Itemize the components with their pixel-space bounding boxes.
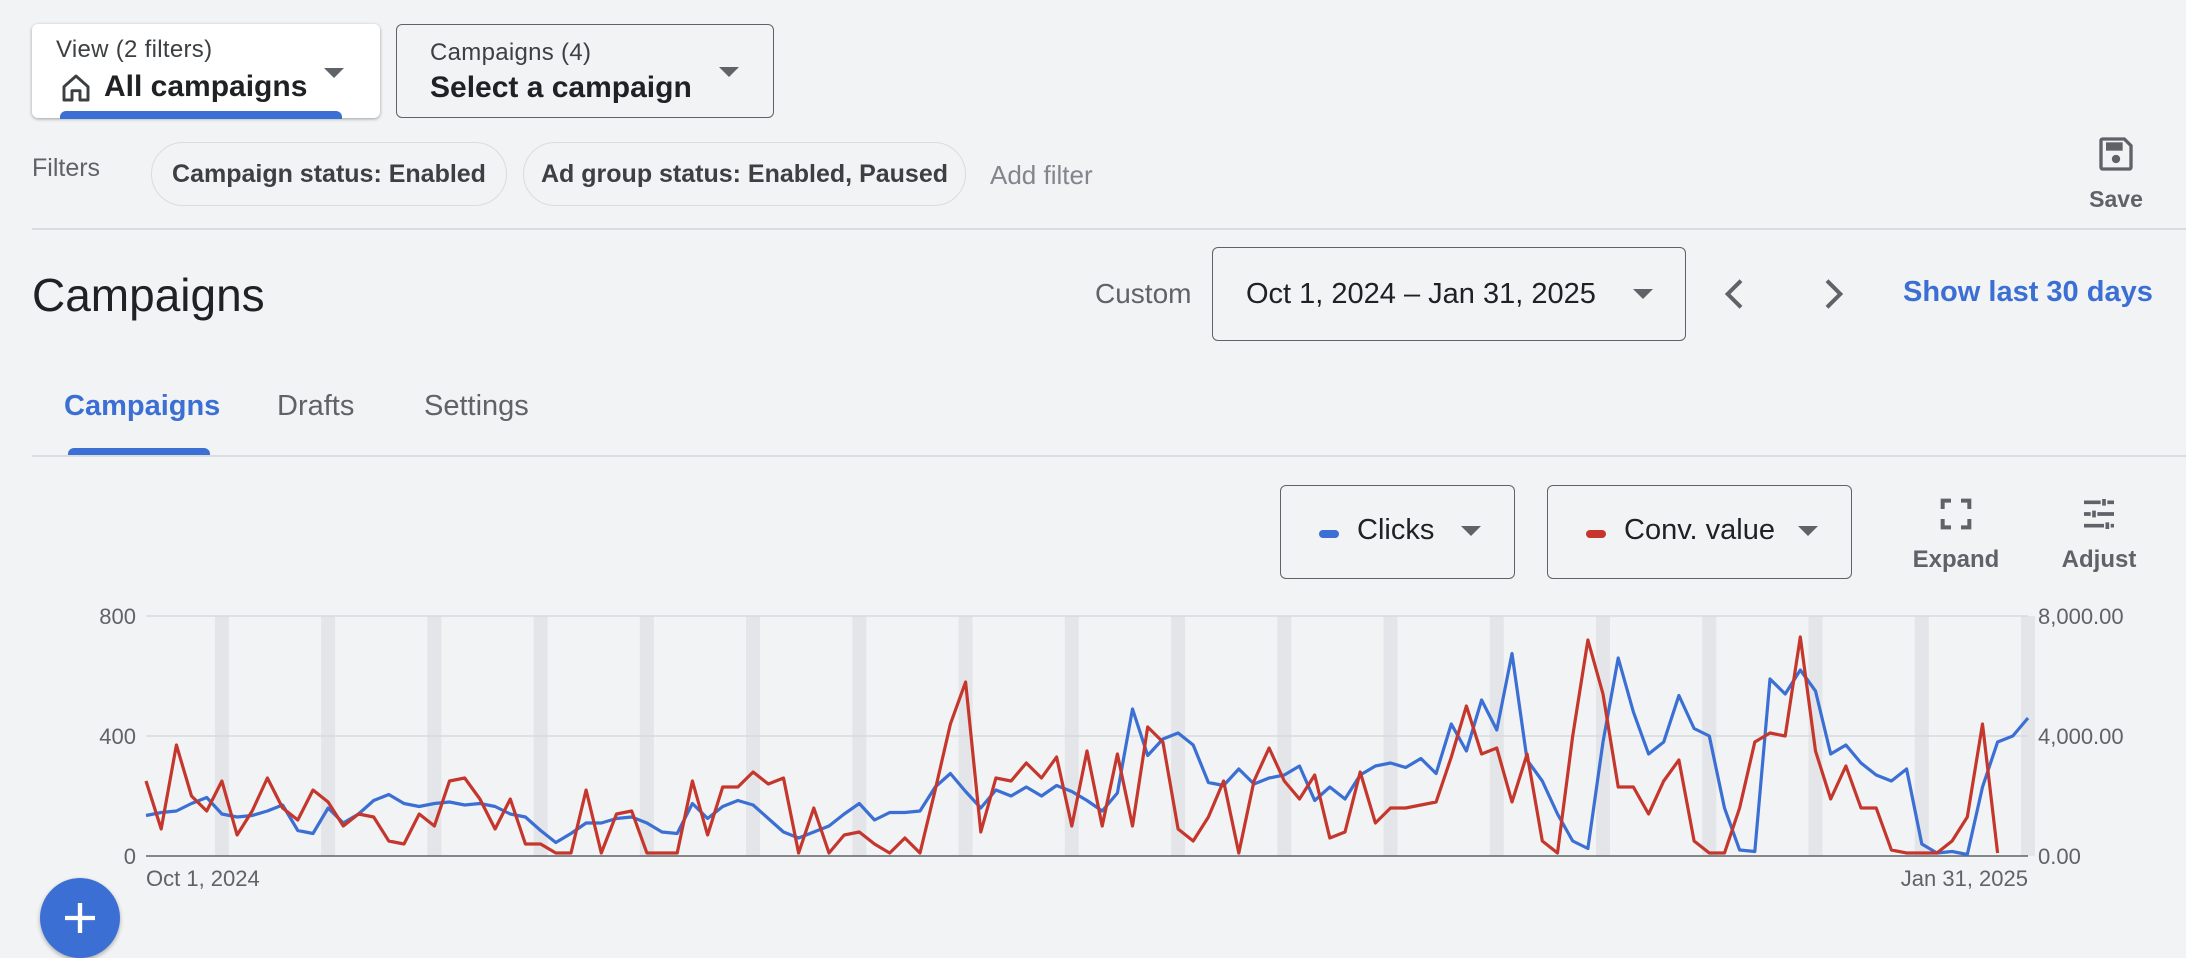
conv-value-legend-swatch [1586, 530, 1606, 538]
previous-period-button[interactable] [1716, 272, 1756, 316]
home-icon [62, 74, 90, 102]
right-axis-tick-label: 0.00 [2038, 844, 2081, 869]
save-button[interactable]: Save [2070, 130, 2162, 220]
date-dropdown-caret-icon [1633, 289, 1653, 299]
view-filters-label: View (2 filters) [56, 36, 213, 63]
tabs-divider [32, 455, 2186, 457]
campaign-selector-value: Select a campaign [430, 71, 692, 104]
right-axis-tick-label: 4,000.00 [2038, 724, 2124, 749]
metric-selector-conv-value[interactable]: Conv. value [1547, 485, 1852, 579]
x-axis-start-label: Oct 1, 2024 [146, 866, 260, 891]
left-axis-tick-label: 800 [99, 604, 136, 629]
active-tab-indicator [68, 448, 210, 455]
series-line-conv-value [144, 635, 2000, 855]
clicks-dropdown-caret-icon [1461, 526, 1481, 536]
filters-label: Filters [32, 154, 101, 182]
page-title: Campaigns [32, 269, 265, 321]
date-range-picker[interactable]: Oct 1, 2024 – Jan 31, 2025 [1212, 247, 1686, 341]
campaign-selector[interactable]: Campaigns (4) Select a campaign [396, 24, 774, 118]
series-line-clicks [145, 651, 2030, 857]
metric-label-clicks: Clicks [1357, 514, 1435, 546]
adjust-button[interactable]: Adjust [2049, 492, 2149, 592]
save-label: Save [2089, 186, 2143, 212]
view-dropdown-caret-icon [324, 68, 344, 78]
adjust-label: Adjust [2061, 546, 2137, 573]
create-fab-button[interactable] [40, 878, 120, 958]
view-selector-indicator [60, 111, 342, 119]
filter-chip-campaign-status[interactable]: Campaign status: Enabled [151, 142, 507, 206]
tab-drafts[interactable]: Drafts [277, 390, 355, 422]
right-axis-tick-label: 8,000.00 [2038, 604, 2124, 629]
date-mode-label: Custom [1095, 278, 1192, 309]
view-value: All campaigns [104, 70, 308, 103]
view-selector[interactable]: View (2 filters) All campaigns [32, 24, 380, 119]
date-range-value: Oct 1, 2024 – Jan 31, 2025 [1246, 278, 1596, 310]
campaigns-count-label: Campaigns (4) [430, 39, 592, 66]
campaign-dropdown-caret-icon [719, 67, 739, 77]
filter-chip-ad-group-status[interactable]: Ad group status: Enabled, Paused [523, 142, 966, 206]
adjust-icon [2084, 499, 2114, 529]
x-axis-end-label: Jan 31, 2025 [1901, 866, 2028, 891]
left-axis-tick-label: 0 [124, 844, 136, 869]
expand-button[interactable]: Expand [1906, 492, 2006, 592]
metric-label-conv-value: Conv. value [1624, 514, 1775, 546]
next-period-button[interactable] [1812, 272, 1852, 316]
expand-label: Expand [1912, 546, 2000, 573]
metric-selector-clicks[interactable]: Clicks [1280, 485, 1515, 579]
performance-chart: 0 0.00 400 4,000.00 800 8,000.00 Oct 1, 2024 Ja… [99, 604, 2124, 891]
left-axis-tick-label: 400 [99, 724, 136, 749]
show-last-30-days-link[interactable]: Show last 30 days [1903, 276, 2153, 308]
tab-settings[interactable]: Settings [424, 390, 529, 422]
conv-value-dropdown-caret-icon [1798, 526, 1818, 536]
add-filter-button[interactable]: Add filter [990, 160, 1093, 190]
clicks-legend-swatch [1319, 530, 1339, 538]
plus-icon [65, 903, 95, 933]
save-icon [2099, 137, 2133, 171]
filters-divider [32, 228, 2186, 230]
tab-campaigns[interactable]: Campaigns [64, 390, 221, 422]
expand-icon [1940, 498, 1972, 530]
